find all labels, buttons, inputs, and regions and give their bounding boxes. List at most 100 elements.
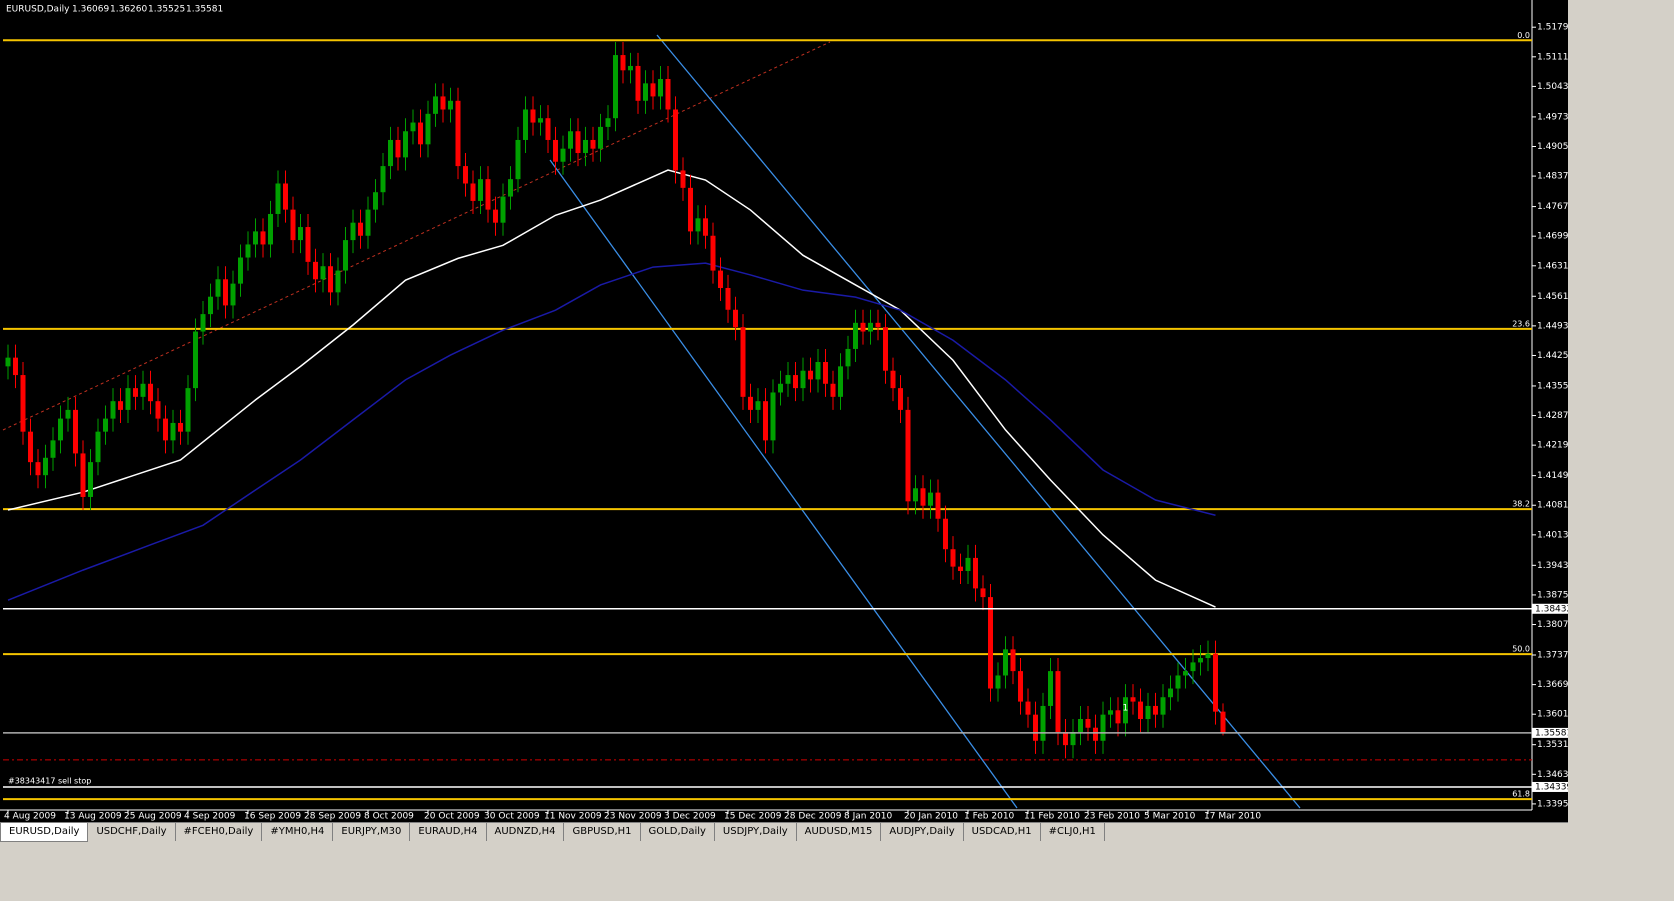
candle-body xyxy=(538,118,543,123)
chart-tab[interactable]: AUDJPY,Daily xyxy=(881,823,964,841)
candle-body xyxy=(485,179,491,210)
candle-body xyxy=(763,401,768,441)
candle-body xyxy=(425,113,431,145)
candle-body xyxy=(335,270,341,293)
candle-body xyxy=(148,383,153,402)
candle-body xyxy=(178,422,183,432)
candle-body xyxy=(88,462,93,497)
x-tick-label: 28 Sep 2009 xyxy=(304,812,361,822)
chart-tab[interactable]: #FCEH0,Daily xyxy=(176,823,263,841)
candle-body xyxy=(110,401,116,419)
chart-tab[interactable]: USDJPY,Daily xyxy=(715,823,797,841)
chart-tab[interactable]: #YMH0,H4 xyxy=(262,823,334,841)
candle-body xyxy=(1040,705,1046,741)
x-tick-label: 17 Mar 2010 xyxy=(1204,812,1261,822)
candle-body xyxy=(268,213,273,245)
candle-body xyxy=(935,492,941,519)
candle-body xyxy=(778,383,783,393)
candle-body xyxy=(515,139,521,180)
x-tick-label: 8 Jan 2010 xyxy=(844,812,892,822)
candle-body xyxy=(500,196,506,223)
candle-body xyxy=(260,231,266,245)
y-tick-label: 1.49050 xyxy=(1537,142,1568,152)
candle-body xyxy=(1190,662,1196,672)
candle-body xyxy=(343,240,348,271)
candle-body xyxy=(1093,727,1098,741)
candle-body xyxy=(20,375,26,432)
candle-body xyxy=(65,409,71,419)
chart-tab[interactable]: #CLJ0,H1 xyxy=(1041,823,1105,841)
x-tick-label: 11 Nov 2009 xyxy=(544,812,602,822)
candle-body xyxy=(725,287,731,310)
candle-body xyxy=(43,457,48,476)
candle-body xyxy=(718,270,723,288)
chart-tab[interactable]: EURUSD,Daily xyxy=(0,823,89,842)
candle-body xyxy=(1108,710,1113,715)
candle-body xyxy=(583,139,588,154)
candle-body xyxy=(373,192,378,210)
candle-body xyxy=(170,422,176,441)
chart-tab[interactable]: EURAUD,H4 xyxy=(410,823,487,841)
candle-body xyxy=(680,170,686,188)
candle-body xyxy=(965,557,971,571)
x-tick-label: 11 Feb 2010 xyxy=(1024,812,1080,822)
x-tick-label: 3 Dec 2009 xyxy=(664,812,716,822)
candle-body xyxy=(628,65,633,71)
candle-body xyxy=(5,357,11,367)
candle-body xyxy=(575,131,581,154)
price-box xyxy=(1532,781,1568,792)
candle-body xyxy=(125,388,131,410)
candle-body xyxy=(980,588,986,598)
candle-body xyxy=(1130,697,1136,702)
y-tick-label: 1.43550 xyxy=(1537,381,1568,391)
chart-tab[interactable]: AUDNZD,H4 xyxy=(487,823,565,841)
candle-body xyxy=(208,296,213,315)
chart-tab[interactable]: AUDUSD,M15 xyxy=(797,823,882,841)
candle-body xyxy=(73,409,78,454)
fib-level-label: 23.6 xyxy=(1512,319,1530,328)
candle-body xyxy=(35,462,41,476)
chart-tab[interactable]: USDCHF,Daily xyxy=(88,823,176,841)
moving-average xyxy=(7,262,1216,601)
candle-body xyxy=(845,348,851,367)
fib-level-label: 61.8 xyxy=(1512,790,1530,799)
candle-body xyxy=(755,401,761,410)
candle-body xyxy=(215,279,221,297)
chart-tab[interactable]: GOLD,Daily xyxy=(641,823,715,841)
candle-body xyxy=(140,383,146,397)
candle-body xyxy=(448,100,453,110)
candle-body xyxy=(313,261,318,280)
chart-tab[interactable]: USDCAD,H1 xyxy=(964,823,1041,841)
candle-body xyxy=(995,675,1001,689)
candle-body xyxy=(883,327,888,371)
candle-body xyxy=(1063,732,1068,746)
candle-body xyxy=(523,109,528,140)
price-box-label: 1.34339 xyxy=(1535,782,1568,792)
candle-body xyxy=(1018,671,1023,702)
y-tick-label: 1.39430 xyxy=(1537,561,1568,571)
candle-body xyxy=(320,266,326,280)
candle-body xyxy=(530,109,536,123)
y-tick-label: 1.37370 xyxy=(1537,651,1568,661)
candle-body xyxy=(58,418,63,441)
candle-body xyxy=(785,375,791,384)
candle-body xyxy=(1213,653,1218,712)
chart-tab[interactable]: GBPUSD,H1 xyxy=(564,823,641,841)
candle-body xyxy=(358,222,363,236)
candle-body xyxy=(1138,701,1143,720)
candle-body xyxy=(290,209,296,241)
candle-body xyxy=(568,131,573,149)
candle-body xyxy=(463,166,468,184)
y-tick-label: 1.50430 xyxy=(1537,82,1568,92)
channel-line xyxy=(549,159,1018,809)
candle-body xyxy=(740,327,746,397)
candle-body xyxy=(185,388,191,432)
candle-body xyxy=(50,440,56,458)
candle-body xyxy=(748,396,753,410)
chart-tab[interactable]: EURJPY,M30 xyxy=(333,823,411,841)
candle-body xyxy=(613,55,618,119)
ohlc-low: 1.35525 xyxy=(148,5,185,15)
candle-body xyxy=(673,109,678,171)
candle-body xyxy=(830,383,836,397)
x-tick-label: 16 Sep 2009 xyxy=(244,812,301,822)
